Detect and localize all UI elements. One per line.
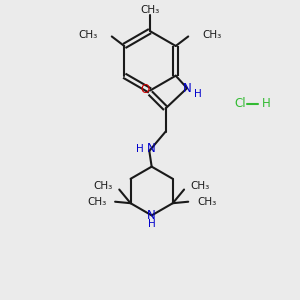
Text: H: H — [194, 88, 202, 98]
Text: CH₃: CH₃ — [197, 197, 216, 207]
Text: H: H — [148, 219, 155, 229]
Text: O: O — [140, 83, 149, 96]
Text: CH₃: CH₃ — [190, 181, 210, 191]
Text: N: N — [183, 82, 192, 95]
Text: CH₃: CH₃ — [140, 5, 160, 15]
Text: CH₃: CH₃ — [94, 181, 113, 191]
Text: Cl: Cl — [235, 98, 246, 110]
Text: CH₃: CH₃ — [87, 197, 106, 207]
Text: H: H — [136, 143, 144, 154]
Text: N: N — [147, 209, 156, 223]
Text: H: H — [262, 98, 270, 110]
Text: CH₃: CH₃ — [78, 30, 98, 40]
Text: CH₃: CH₃ — [202, 30, 222, 40]
Text: N: N — [146, 142, 155, 155]
